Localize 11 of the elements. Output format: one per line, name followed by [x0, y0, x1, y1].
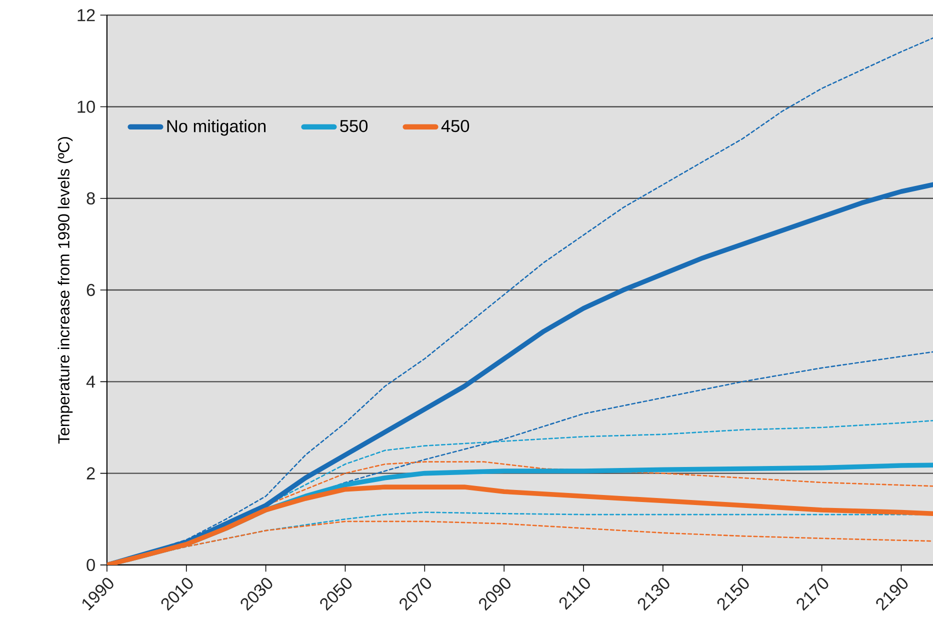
y-axis-title: Temperature increase from 1990 levels (ºC)	[58, 137, 73, 444]
y-tick-label: 6	[86, 284, 95, 296]
legend-label: No mitigation	[167, 120, 266, 136]
y-tick-label: 12	[78, 9, 95, 22]
y-tick-label: 0	[86, 558, 95, 572]
y-tick-label: 2	[86, 467, 95, 480]
legend-label: 550	[340, 120, 368, 132]
y-tick-label: 8	[86, 192, 95, 204]
y-tick-label: 4	[86, 376, 96, 388]
y-tick-label: 10	[78, 100, 95, 113]
legend-label: 450	[441, 120, 470, 132]
